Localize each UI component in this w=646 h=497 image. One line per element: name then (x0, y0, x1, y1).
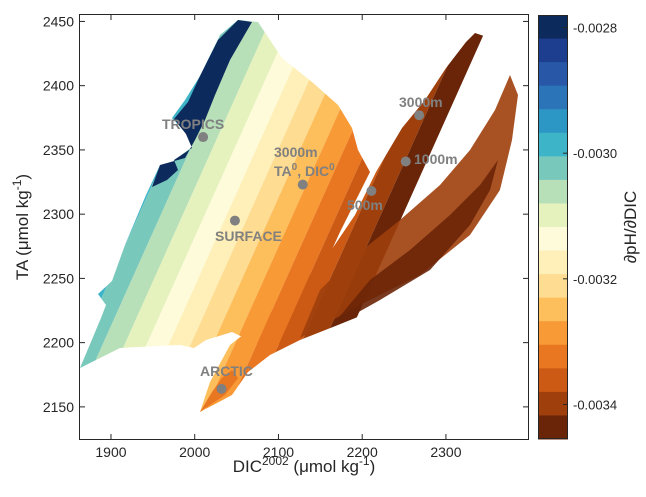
colorbar-tick-label: -0.0030 (573, 146, 617, 161)
y-tick-label: 2450 (43, 13, 74, 29)
label-surface: SURFACE (215, 228, 282, 244)
contour-core (300, 75, 518, 338)
label-tropics: TROPICS (162, 116, 224, 132)
contour-band-8 (80, 20, 328, 368)
contour-band-14 (178, 20, 370, 368)
colorbar-segment (538, 156, 568, 181)
y-tick-label: 2300 (43, 206, 74, 222)
tropics-protrusion (152, 20, 252, 187)
colorbar-segment (538, 368, 568, 393)
colorbar-tick-label: -0.0028 (573, 21, 617, 36)
marker-1000m (400, 156, 411, 167)
x-tick-label: 2100 (263, 444, 294, 460)
markers (198, 110, 425, 394)
marker-reference (297, 179, 308, 190)
colorbar-segment (538, 344, 568, 369)
colorbar-segment (538, 415, 568, 440)
marker-tropics (198, 132, 209, 143)
x-tick-label: 1900 (95, 444, 126, 460)
colorbar-segment (538, 203, 568, 228)
y-axis-label: TA (μmol kg-1) (10, 174, 32, 280)
contour-band-10 (90, 20, 370, 368)
colorbar-segment (538, 274, 568, 299)
colorbar-frame (538, 15, 568, 439)
x-tick-label: 2300 (430, 444, 461, 460)
y-axis: 2150 2200 2250 2300 2350 2400 2450 (43, 13, 528, 415)
colorbar-segment (538, 15, 568, 40)
y-tick-label: 2250 (43, 270, 74, 286)
marker-500m (366, 186, 377, 197)
y-tick-label: 2400 (43, 78, 74, 94)
label-1000m: 1000m (414, 151, 458, 167)
colorbar-segment (538, 321, 568, 346)
colorbar-segment (538, 62, 568, 87)
x-axis-label: DIC2002 (μmol kg-1) (233, 454, 376, 476)
colorbar-segment (538, 391, 568, 416)
marker-3000m (414, 110, 425, 121)
colorbar-label: ∂pH/∂DIC (621, 191, 640, 264)
contour-band-9 (80, 20, 350, 368)
colorbar-segment (538, 179, 568, 204)
x-axis: 1900 2000 2100 2200 2300 (95, 15, 462, 460)
contour-band-7 (80, 20, 306, 368)
marker-arctic (216, 383, 227, 394)
colorbar-segment (538, 38, 568, 63)
colorbar-ticks: -0.0028 -0.0030 -0.0032 -0.0034 (563, 21, 617, 412)
contour-core-deep (330, 160, 498, 328)
marker-surface (229, 215, 240, 226)
colorbar-tick-label: -0.0032 (573, 272, 617, 287)
label-arctic: ARCTIC (200, 363, 253, 379)
colorbar-segment (538, 85, 568, 110)
y-tick-label: 2350 (43, 142, 74, 158)
colorbar-tick-label: -0.0034 (573, 397, 617, 412)
colorbar (538, 15, 568, 440)
contour-band-15 (200, 20, 370, 368)
x-tick-label: 2200 (347, 444, 378, 460)
label-reference: TA0, DIC0 (274, 162, 335, 179)
colorbar-segment (538, 109, 568, 134)
y-tick-label: 2150 (43, 399, 74, 415)
y-tick-label: 2200 (43, 335, 74, 351)
x-tick-label: 2000 (179, 444, 210, 460)
colorbar-segment (538, 227, 568, 252)
colorbar-segment (538, 297, 568, 322)
annotations: TROPICS SURFACE ARCTIC 3000m 1000m 500m … (162, 94, 458, 379)
label-500m: 500m (347, 197, 383, 213)
label-reference-depth: 3000m (274, 144, 318, 160)
label-3000m: 3000m (399, 94, 443, 110)
plot-area-frame (79, 14, 529, 440)
colorbar-segment (538, 250, 568, 275)
